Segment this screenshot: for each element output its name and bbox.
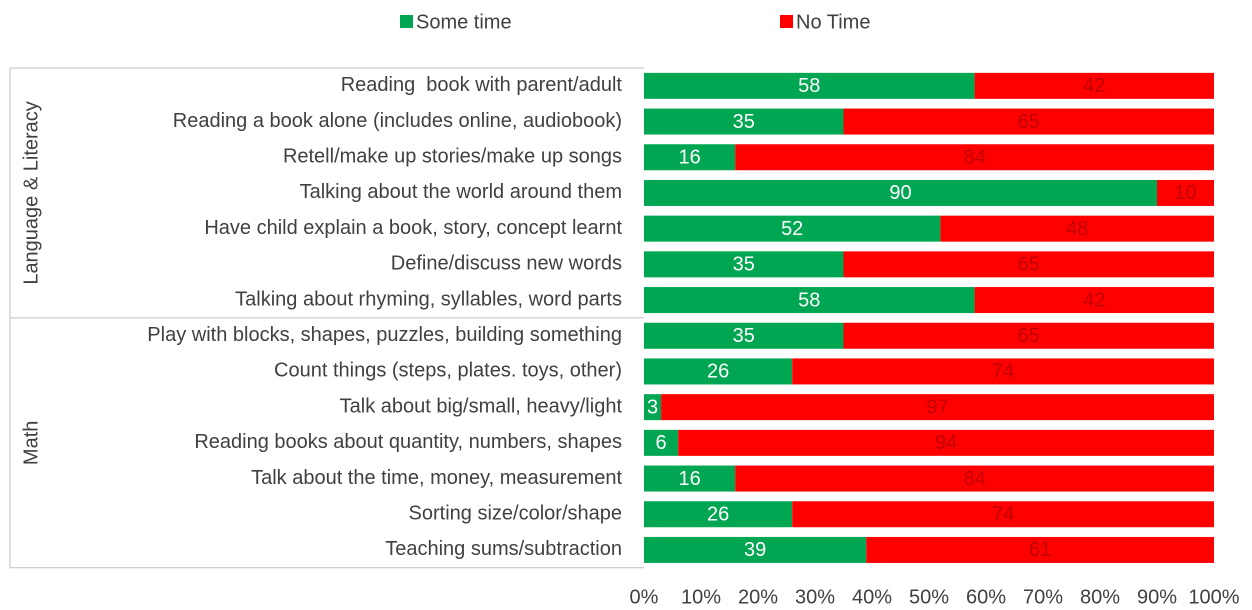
data-label: 94 (935, 432, 957, 454)
category-label: Talking about the world around them (300, 181, 622, 203)
bar-segment (644, 251, 844, 278)
bar-segment (644, 144, 736, 171)
bar-segment (644, 394, 662, 421)
data-label: 3 (647, 396, 658, 418)
bar-segment (644, 429, 679, 456)
category-label: Talk about big/small, heavy/light (340, 395, 623, 417)
x-tick-label: 50% (909, 586, 949, 608)
data-label: 65 (1018, 325, 1040, 347)
category-label: Retell/make up stories/make up songs (283, 146, 622, 168)
legend-swatch (400, 15, 413, 28)
data-label: 42 (1083, 75, 1105, 97)
data-label: 26 (707, 361, 729, 383)
data-label: 74 (992, 361, 1014, 383)
x-tick-label: 0% (630, 586, 659, 608)
category-label: Play with blocks, shapes, puzzles, build… (147, 324, 622, 346)
category-label: Count things (steps, plates. toys, other… (274, 360, 622, 382)
legend-label: No Time (796, 11, 870, 33)
bar-segment (735, 144, 1214, 171)
data-label: 74 (992, 504, 1014, 526)
bar-segment (843, 322, 1214, 349)
category-label: Teaching sums/subtraction (385, 538, 622, 560)
category-label: Reading book with parent/adult (341, 74, 623, 96)
legend-swatch (780, 15, 793, 28)
data-label: 16 (678, 468, 700, 490)
x-tick-label: 80% (1080, 586, 1120, 608)
data-label: 84 (963, 468, 985, 490)
bar-segment (866, 536, 1214, 563)
bar-segment (644, 72, 975, 99)
data-label: 35 (733, 254, 755, 276)
category-label: Have child explain a book, story, concep… (204, 217, 622, 239)
data-label: 90 (889, 182, 911, 204)
data-label: 16 (678, 147, 700, 169)
x-tick-label: 90% (1137, 586, 1177, 608)
bar-segment (644, 322, 844, 349)
legend-label: Some time (416, 11, 512, 33)
bar-segment (661, 394, 1214, 421)
bar-segment (644, 287, 975, 314)
bar-segment (735, 465, 1214, 492)
category-label: Reading books about quantity, numbers, s… (194, 431, 622, 453)
group-label: Math (20, 421, 42, 465)
x-tick-label: 70% (1023, 586, 1063, 608)
bar-segment (792, 358, 1214, 385)
x-tick-label: 40% (852, 586, 892, 608)
x-tick-label: 100% (1188, 586, 1239, 608)
data-label: 65 (1018, 254, 1040, 276)
bar-segment (974, 72, 1214, 99)
category-label: Sorting size/color/shape (409, 503, 622, 525)
data-label: 10 (1174, 182, 1196, 204)
category-label: Talking about rhyming, syllables, word p… (235, 288, 622, 310)
bar-segment (940, 215, 1214, 242)
bar-segment (644, 465, 736, 492)
data-label: 6 (656, 432, 667, 454)
data-label: 58 (798, 289, 820, 311)
bar-segment (644, 215, 941, 242)
bar-segment (644, 179, 1157, 206)
category-label: Talk about the time, money, measurement (251, 467, 622, 489)
x-tick-label: 30% (795, 586, 835, 608)
data-label: 48 (1066, 218, 1088, 240)
group-label: Language & Literacy (20, 101, 42, 284)
bar-segment (1157, 179, 1214, 206)
bar-segment (644, 536, 867, 563)
data-label: 65 (1018, 111, 1040, 133)
data-label: 39 (744, 539, 766, 561)
data-label: 35 (733, 111, 755, 133)
data-label: 97 (926, 396, 948, 418)
bar-segment (843, 108, 1214, 135)
bar-segment (644, 108, 844, 135)
bar-segment (644, 501, 793, 528)
x-tick-label: 60% (966, 586, 1006, 608)
bar-segment (843, 251, 1214, 278)
data-label: 42 (1083, 289, 1105, 311)
bar-segment (644, 358, 793, 385)
data-label: 26 (707, 504, 729, 526)
category-label: Define/discuss new words (391, 253, 622, 275)
x-tick-label: 20% (738, 586, 778, 608)
bar-segment (792, 501, 1214, 528)
data-label: 61 (1029, 539, 1051, 561)
bar-segment (974, 287, 1214, 314)
data-label: 58 (798, 75, 820, 97)
bar-segment (678, 429, 1214, 456)
data-label: 52 (781, 218, 803, 240)
category-label: Reading a book alone (includes online, a… (173, 110, 622, 132)
data-label: 35 (733, 325, 755, 347)
x-tick-label: 10% (681, 586, 721, 608)
data-label: 84 (963, 147, 985, 169)
